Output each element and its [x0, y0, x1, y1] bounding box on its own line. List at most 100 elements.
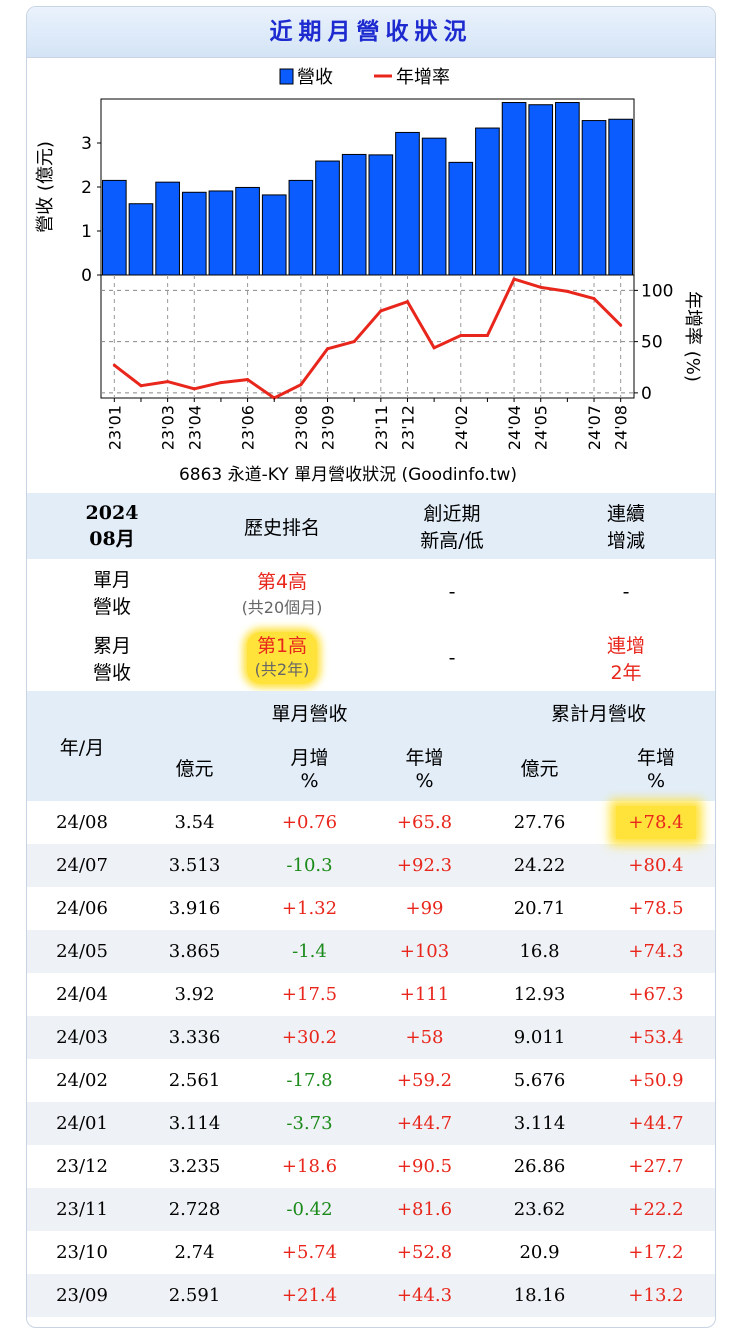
monthly-table-body: 24/08 3.54 +0.76 +65.8 27.76 +78.4 24/07 3.513-…: [27, 801, 715, 1317]
x-tick-label: 24'08: [612, 405, 631, 450]
yoy-point: [619, 323, 623, 327]
cumulative-yoy-cell: +67.3: [597, 973, 715, 1016]
month-cell: 24/06: [27, 887, 137, 930]
y2-tick-label: 100: [641, 281, 673, 301]
revenue-cell: 3.235: [137, 1145, 252, 1188]
x-tick-label: 24'07: [585, 405, 604, 450]
month-cell: 24/05: [27, 930, 137, 973]
y2-axis-label: 年增率 (%): [682, 291, 703, 382]
table-row: 23/12 3.235 +18.6 +90.5 26.86 +27.7: [27, 1145, 715, 1188]
header-mom-line1: 月增: [290, 746, 329, 769]
month-cell: 24/07: [27, 844, 137, 887]
x-tick-label: 23'08: [292, 405, 311, 450]
rank-sub: (共20個月): [241, 597, 323, 617]
yoy-point: [326, 347, 330, 351]
revenue-bar-plot: 0 1 2 3: [81, 98, 635, 286]
header-yoy: 年增 %: [367, 733, 482, 801]
cumulative-yoy-cell: +50.9: [597, 1059, 715, 1102]
y-tick-label: 1: [81, 222, 92, 242]
revenue-cell: 3.92: [137, 973, 252, 1016]
yoy-cell: +52.8: [367, 1231, 482, 1274]
recent-value: -: [448, 581, 456, 603]
yoy-point: [592, 297, 596, 301]
recent-value: -: [448, 647, 456, 669]
continuous-value: 連增: [606, 635, 645, 657]
mom-cell: -1.4: [252, 930, 367, 973]
table-row: 24/02 2.561 -17.8 +59.2 5.676 +50.9: [27, 1059, 715, 1102]
cumulative-cell: 24.22: [482, 844, 597, 887]
revenue-bar: [102, 179, 127, 276]
yoy-line-plot: 0 50 100: [100, 274, 673, 404]
x-tick-label: 23'03: [159, 405, 178, 450]
cumulative-yoy-cell: +74.3: [597, 930, 715, 973]
revenue-bar: [581, 120, 607, 276]
revenue-bar: [448, 161, 474, 276]
header-cont-line2: 增減: [606, 530, 645, 552]
rank-highlight: 第1高 (共2年): [246, 632, 318, 684]
ranking-summary-table: 2024 08月 歷史排名 創近期 新高/低 連續 增減 單月 營收 第4高 (…: [27, 493, 715, 691]
cumulative-cell: 26.86: [482, 1145, 597, 1188]
revenue-bar: [288, 179, 314, 276]
x-tick-label: 23'12: [398, 405, 417, 450]
yoy-point: [139, 384, 143, 388]
rank-sub: (共2年): [254, 660, 310, 679]
table-row: 24/07 3.513 -10.3 +92.3 24.22 +80.4: [27, 844, 715, 887]
yoy-point: [352, 340, 356, 344]
cumulative-yoy-cell: +78.5: [597, 887, 715, 930]
header-cum-yoy-pct: %: [646, 769, 666, 792]
yoy-point: [539, 285, 543, 289]
yoy-point: [192, 387, 196, 391]
month-cell: 23/10: [27, 1231, 137, 1274]
mom-cell: +30.2: [252, 1016, 367, 1059]
summary-month: 08月: [89, 527, 135, 550]
cumulative-yoy-cell: +44.7: [597, 1102, 715, 1145]
y2-tick-label: 50: [641, 333, 663, 353]
cumulative-yoy-cell: +53.4: [597, 1016, 715, 1059]
summary-year: 2024: [85, 501, 139, 524]
chart-caption: 6863 永道-KY 單月營收狀況 (Goodinfo.tw): [179, 465, 517, 485]
table-row: 23/10 2.74 +5.74 +52.8 20.9 +17.2: [27, 1231, 715, 1274]
table-row: 24/06 3.916 +1.32 +99 20.71 +78.5: [27, 887, 715, 930]
x-tick-label: 23'01: [105, 405, 124, 450]
revenue-cell: 3.114: [137, 1102, 252, 1145]
mom-cell: +17.5: [252, 973, 367, 1016]
header-yoy-pct: %: [415, 769, 434, 792]
yoy-point: [166, 380, 170, 384]
x-tick-label: 24'05: [532, 405, 551, 450]
mom-cell: +0.76: [252, 801, 367, 844]
header-cum-yi: 億元: [482, 733, 597, 801]
yoy-point: [432, 346, 436, 350]
yoy-point: [299, 383, 303, 387]
cumulative-cell: 5.676: [482, 1059, 597, 1102]
continuous-years: 2年: [610, 662, 642, 684]
yoy-point: [112, 363, 116, 367]
mom-cell: +5.74: [252, 1231, 367, 1274]
yoy-point: [379, 309, 383, 313]
row-label-line2: 營收: [92, 662, 131, 684]
month-cell: 24/02: [27, 1059, 137, 1102]
header-continuous: 連續 增減: [537, 493, 715, 559]
revenue-bar: [261, 194, 287, 276]
header-yi: 億元: [137, 733, 252, 801]
yoy-point: [405, 300, 409, 304]
revenue-cell: 3.336: [137, 1016, 252, 1059]
header-recent-line2: 新高/低: [420, 530, 484, 552]
table-row: 23/09 2.591 +21.4 +44.3 18.16 +13.2: [27, 1274, 715, 1317]
cumulative-yoy-cell: +22.2: [597, 1188, 715, 1231]
y2-tick-label: 0: [641, 384, 652, 404]
y-tick-label: 3: [81, 134, 92, 154]
month-cell: 24/01: [27, 1102, 137, 1145]
mom-cell: +1.32: [252, 887, 367, 930]
cumulative-cell: 9.011: [482, 1016, 597, 1059]
cumulative-cell: 3.114: [482, 1102, 597, 1145]
table-row: 24/03 3.336 +30.2 +58 9.011 +53.4: [27, 1016, 715, 1059]
rank-value: 第4高: [256, 570, 308, 593]
month-cell: 23/09: [27, 1274, 137, 1317]
mom-cell: -17.8: [252, 1059, 367, 1102]
row-label: 累月 營收: [27, 625, 197, 691]
table-row: 24/08 3.54 +0.76 +65.8 27.76 +78.4: [27, 801, 715, 844]
cumulative-yoy-cell: +13.2: [597, 1274, 715, 1317]
revenue-cell: 3.916: [137, 887, 252, 930]
